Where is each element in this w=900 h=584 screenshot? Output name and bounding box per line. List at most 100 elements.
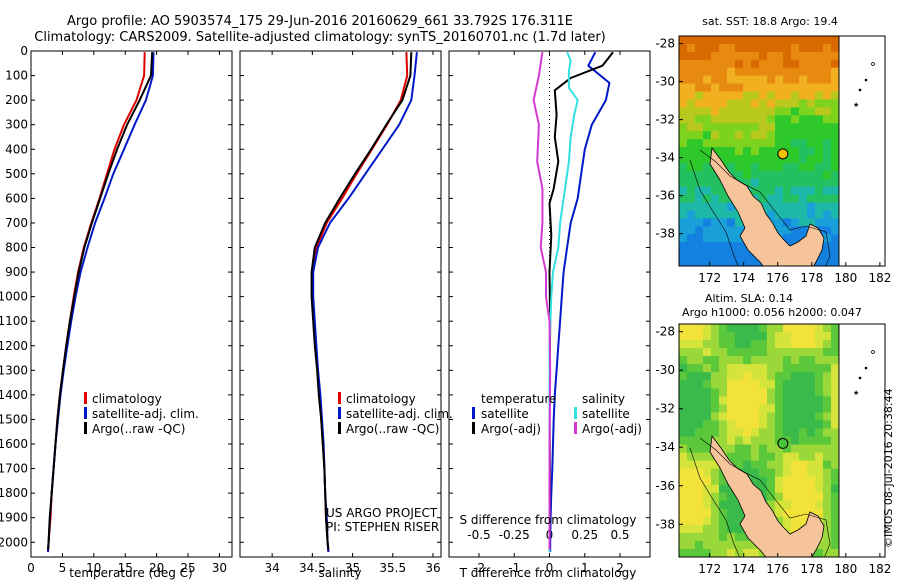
- heatmap-cell: [831, 83, 839, 92]
- island-marker: [864, 78, 868, 82]
- heatmap-cell: [743, 340, 752, 349]
- heatmap-cell: [727, 75, 736, 84]
- heatmap-cell: [679, 548, 688, 557]
- heatmap-cell: [719, 340, 728, 349]
- heatmap-cell: [679, 460, 688, 470]
- heatmap-cell: [783, 412, 792, 421]
- heatmap-cell: [719, 356, 728, 365]
- heatmap-cell: [711, 67, 720, 77]
- heatmap-cell: [791, 476, 800, 486]
- heatmap-cell: [711, 412, 720, 421]
- depth-tick-label: 1200: [0, 339, 28, 353]
- legend-swatch-satellite: [84, 407, 87, 419]
- heatmap-cell: [711, 324, 720, 333]
- heatmap-cell: [719, 428, 728, 437]
- heatmap-cell: [799, 123, 808, 132]
- heatmap-cell: [823, 332, 832, 341]
- heatmap-cell: [831, 332, 839, 341]
- heatmap-cell: [807, 115, 816, 124]
- heatmap-cell: [775, 43, 784, 53]
- heatmap-cell: [687, 532, 696, 542]
- heatmap-cell: [695, 396, 704, 405]
- heatmap-cell: [719, 548, 728, 557]
- heatmap-cell: [815, 356, 824, 365]
- heatmap-cell: [807, 131, 816, 140]
- heatmap-cell: [759, 194, 768, 203]
- heatmap-cell: [743, 436, 752, 445]
- heatmap-cell: [719, 258, 728, 266]
- heatmap-cell: [807, 348, 816, 357]
- heatmap-cell: [823, 43, 832, 53]
- heatmap-cell: [791, 492, 800, 502]
- heatmap-cell: [679, 428, 688, 437]
- x-tick-label: -2: [473, 561, 485, 575]
- heatmap-cell: [751, 332, 760, 341]
- heatmap-cell: [775, 59, 784, 69]
- heatmap-cell: [791, 516, 800, 526]
- heatmap-cell: [815, 99, 824, 108]
- heatmap-cell: [759, 412, 768, 421]
- heatmap-cell: [791, 123, 800, 132]
- heatmap-cell: [687, 154, 696, 164]
- heatmap-cell: [695, 186, 704, 196]
- heatmap-cell: [831, 476, 839, 486]
- heatmap-cell: [679, 218, 688, 227]
- heatmap-cell: [735, 548, 744, 557]
- salinity-x-axis: 34 34.5 35 35.5 36: [265, 51, 441, 575]
- heatmap-cell: [791, 444, 800, 453]
- heatmap-cell: [831, 186, 839, 196]
- heatmap-cell: [823, 67, 832, 77]
- heatmap-cell: [775, 372, 784, 381]
- heatmap-cell: [807, 428, 816, 437]
- heatmap-cell: [727, 444, 736, 453]
- heatmap-cell: [831, 162, 839, 172]
- heatmap-cell: [695, 115, 704, 124]
- x-tick-label: 0: [27, 561, 35, 575]
- heatmap-cell: [823, 75, 832, 84]
- heatmap-cell: [695, 83, 704, 92]
- heatmap-cell: [767, 348, 776, 357]
- heatmap-cell: [831, 51, 839, 61]
- heatmap-cell: [735, 99, 744, 108]
- heatmap-cell: [799, 186, 808, 196]
- heatmap-cell: [759, 468, 768, 478]
- sst-map-outer-frame: [678, 35, 886, 267]
- north-island-landmass: [709, 146, 825, 266]
- heatmap-cell: [679, 452, 688, 461]
- heatmap-cell: [807, 340, 816, 349]
- heatmap-cell: [791, 59, 800, 69]
- heatmap-cell: [751, 412, 760, 421]
- heatmap-cell: [687, 178, 696, 188]
- heatmap-cell: [783, 218, 792, 227]
- latitude-tick-label: -38: [655, 517, 675, 531]
- heatmap-cell: [823, 460, 832, 470]
- heatmap-cell: [735, 36, 744, 45]
- heatmap-cell: [767, 162, 776, 172]
- longitude-tick-label: 182: [868, 562, 891, 576]
- heatmap-cell: [783, 115, 792, 124]
- heatmap-cell: [815, 43, 824, 53]
- heatmap-cell: [751, 67, 760, 77]
- heatmap-cell: [823, 91, 832, 100]
- heatmap-cell: [695, 524, 704, 534]
- heatmap-cell: [791, 484, 800, 494]
- heatmap-cell: [751, 348, 760, 357]
- heatmap-cell: [727, 492, 736, 502]
- heatmap-cell: [743, 404, 752, 413]
- x-tick-label: 36: [425, 561, 440, 575]
- heatmap-cell: [687, 147, 696, 156]
- depth-tick-label: 2000: [0, 535, 28, 549]
- heatmap-cell: [831, 540, 839, 550]
- heatmap-cell: [823, 123, 832, 132]
- heatmap-cell: [815, 388, 824, 397]
- heatmap-cell: [711, 242, 720, 251]
- heatmap-cell: [807, 43, 816, 53]
- heatmap-cell: [735, 123, 744, 132]
- heatmap-cell: [719, 492, 728, 502]
- heatmap-cell: [823, 51, 832, 61]
- heatmap-cell: [743, 468, 752, 478]
- heatmap-cell: [783, 380, 792, 389]
- x-tick-label: 20: [149, 561, 164, 575]
- heatmap-cell: [735, 388, 744, 397]
- heatmap-cell: [679, 178, 688, 188]
